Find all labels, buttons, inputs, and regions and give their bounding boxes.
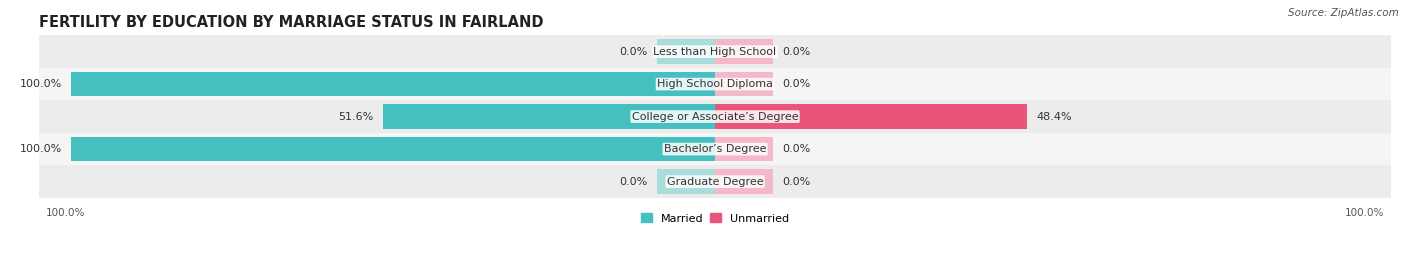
Text: 0.0%: 0.0% [619,176,647,187]
Bar [39,133,1391,165]
Text: 48.4%: 48.4% [1036,112,1071,122]
Text: FERTILITY BY EDUCATION BY MARRIAGE STATUS IN FAIRLAND: FERTILITY BY EDUCATION BY MARRIAGE STATU… [39,15,544,30]
Bar [716,137,773,161]
Bar [716,169,773,194]
Bar [39,35,1391,68]
Text: 0.0%: 0.0% [783,144,811,154]
Text: Bachelor’s Degree: Bachelor’s Degree [664,144,766,154]
Text: Graduate Degree: Graduate Degree [666,176,763,187]
Text: 100.0%: 100.0% [1346,208,1385,218]
Bar [72,137,716,161]
Legend: Married, Unmarried: Married, Unmarried [637,209,794,228]
Bar [716,39,773,64]
Bar [72,72,716,96]
Text: Less than High School: Less than High School [654,47,776,56]
Text: 100.0%: 100.0% [45,208,84,218]
Text: 51.6%: 51.6% [337,112,373,122]
Text: Source: ZipAtlas.com: Source: ZipAtlas.com [1288,8,1399,18]
Bar [39,68,1391,100]
Bar [39,165,1391,198]
Text: 0.0%: 0.0% [783,79,811,89]
Text: 0.0%: 0.0% [783,47,811,56]
Bar [657,39,716,64]
Bar [382,104,716,129]
Text: 0.0%: 0.0% [783,176,811,187]
Bar [716,104,1026,129]
Text: College or Associate’s Degree: College or Associate’s Degree [631,112,799,122]
Bar [657,169,716,194]
Text: 0.0%: 0.0% [619,47,647,56]
Bar [716,72,773,96]
Text: 100.0%: 100.0% [20,144,62,154]
Text: High School Diploma: High School Diploma [657,79,773,89]
Text: 100.0%: 100.0% [20,79,62,89]
Bar [39,100,1391,133]
